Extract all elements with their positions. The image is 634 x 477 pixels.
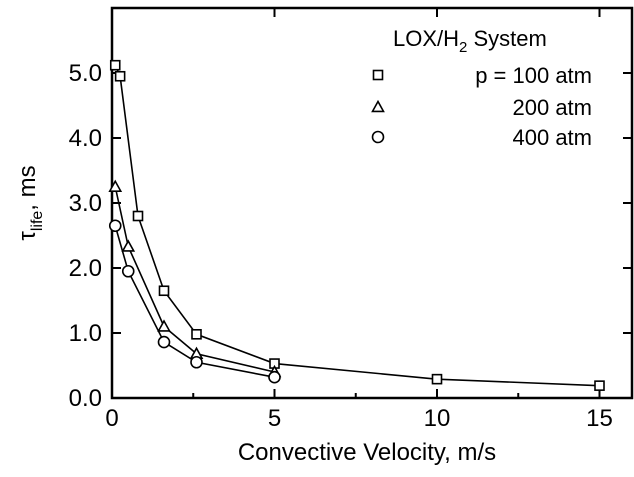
legend: LOX/H2 System p = 100 atm 200 atm 400 atm — [371, 26, 593, 150]
y-axis-title-symbol: τ — [14, 231, 41, 241]
legend-entry-label: 200 atm — [513, 95, 593, 120]
data-point-circle — [121, 264, 135, 278]
data-point-square — [109, 59, 121, 71]
series-1 — [109, 59, 605, 391]
data-point-circle — [108, 219, 122, 233]
legend-marker-square — [372, 69, 384, 81]
data-point-square — [431, 373, 443, 385]
y-tick-label: 2.0 — [69, 255, 102, 282]
legend-title-main: LOX/H — [393, 26, 459, 51]
legend-marker-triangle — [371, 99, 385, 113]
x-tick-label: 15 — [586, 405, 613, 432]
series-layer — [108, 59, 605, 391]
legend-entry-label: p = 100 atm — [475, 63, 592, 88]
legend-title-subscript: 2 — [459, 39, 467, 56]
data-point-triangle — [157, 319, 171, 332]
y-tick-label: 0.0 — [69, 385, 102, 412]
y-tick-label: 1.0 — [69, 320, 102, 347]
data-point-square — [114, 70, 126, 82]
legend-entries: p = 100 atm 200 atm 400 atm — [371, 63, 593, 150]
y-tick-label: 3.0 — [69, 190, 102, 217]
tick-labels: 0 5 10 15 0.0 1.0 2.0 3.0 4.0 5.0 — [69, 60, 613, 432]
x-axis-title: Convective Velocity, m/s — [238, 439, 496, 466]
data-point-circle — [268, 370, 281, 384]
data-point-square — [191, 328, 202, 340]
legend-title-rest: System — [467, 26, 546, 51]
x-tick-label: 10 — [424, 405, 451, 432]
x-tick-label: 0 — [105, 405, 118, 432]
series-2 — [108, 179, 282, 378]
series-3 — [108, 219, 281, 384]
data-point-circle — [157, 335, 171, 349]
series-line — [114, 64, 600, 387]
data-point-circle — [190, 355, 203, 369]
y-tick-label: 5.0 — [69, 60, 102, 87]
data-point-triangle — [121, 239, 136, 252]
data-point-triangle — [108, 179, 123, 192]
x-tick-label: 5 — [268, 405, 281, 432]
data-point-square — [594, 380, 605, 391]
legend-title: LOX/H2 System — [393, 26, 547, 56]
y-axis-title-subscript: life — [29, 211, 46, 232]
y-axis-title: τlife, ms — [14, 165, 46, 240]
y-axis-title-unit: , ms — [14, 165, 41, 210]
legend-marker-circle — [371, 130, 385, 144]
axis-ticks — [111, 8, 632, 399]
data-point-square — [158, 285, 170, 297]
data-point-square — [132, 210, 144, 222]
y-tick-label: 4.0 — [69, 125, 102, 152]
legend-entry-label: 400 atm — [513, 125, 593, 150]
